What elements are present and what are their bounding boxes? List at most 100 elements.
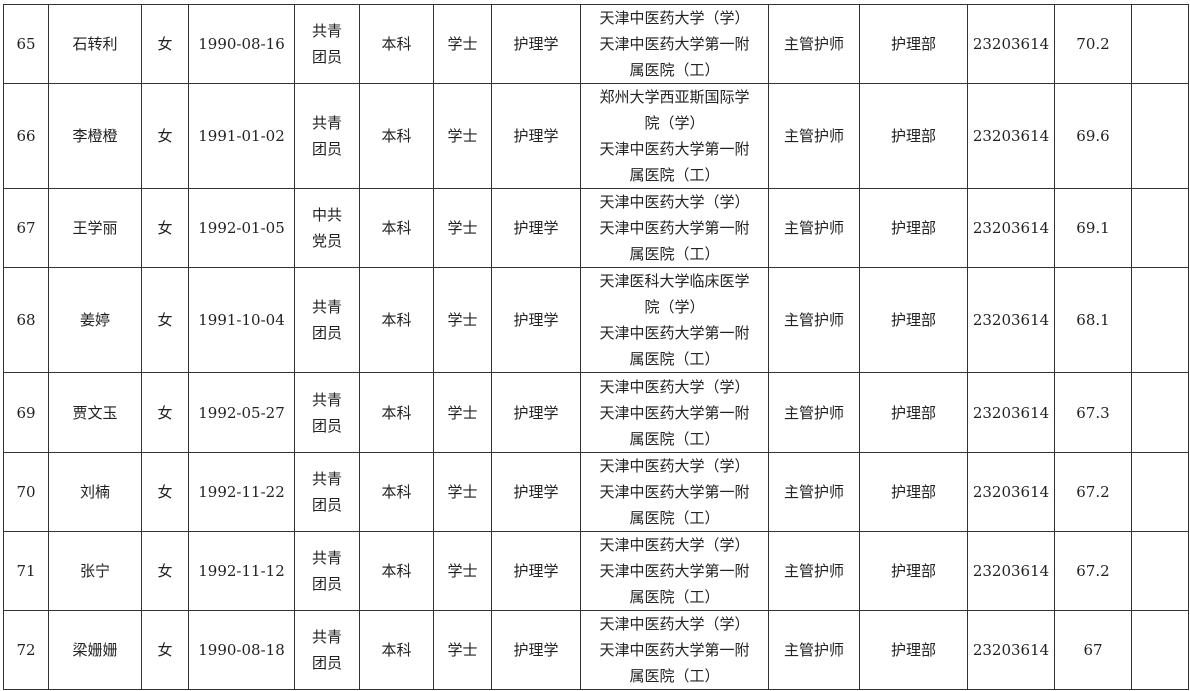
dob-cell: 1991-01-02: [188, 83, 295, 189]
school-cell-line: 属医院（工）: [629, 245, 720, 263]
score-cell: 70.2: [1054, 4, 1132, 84]
gender-cell: 女: [141, 188, 189, 268]
major-cell: 护理学: [491, 452, 581, 532]
party-cell-line: 共青: [311, 298, 342, 316]
degree-cell: 学士: [433, 610, 492, 690]
table-row: 68 姜婷女 1991-10-04 共青 团员 本科 学士 护理学 天津医科大学临床医学 院（学）…: [3, 267, 1189, 373]
seq-cell: 67: [3, 188, 49, 268]
table-row: 72 梁姗姗女 1990-08-18 共青 团员 本科 学士 护理学 天津中医药大学（学） 天津中…: [3, 610, 1189, 690]
table-row: 67 王学丽女 1992-01-05 中共 党员 本科 学士 护理学 天津中医药大学（学） 天津中…: [3, 188, 1189, 268]
degree-cell: 学士: [433, 531, 492, 611]
remark-cell: [1131, 452, 1189, 532]
school-cell-line: 天津中医药大学第一附: [599, 324, 750, 342]
seq-cell: 70: [3, 452, 49, 532]
position-code-cell: 23203614: [967, 4, 1055, 84]
school-cell: 天津中医药大学（学） 天津中医药大学第一附 属医院（工）: [580, 610, 769, 690]
degree-cell: 学士: [433, 372, 492, 453]
dob-cell: 1990-08-16: [188, 4, 295, 84]
school-cell: 郑州大学西亚斯国际学 院（学） 天津中医药大学第一附 属医院（工）: [580, 83, 769, 189]
party-cell-line: 团员: [311, 496, 342, 514]
major-cell: 护理学: [491, 188, 581, 268]
education-cell: 本科: [359, 83, 434, 189]
school-cell-line: 天津中医药大学（学）: [599, 457, 750, 475]
name-cell: 刘楠: [48, 452, 142, 532]
school-cell-line: 郑州大学西亚斯国际学: [599, 88, 750, 106]
dob-cell: 1992-11-12: [188, 531, 295, 611]
department-cell: 护理部: [859, 267, 968, 373]
seq-cell: 68: [3, 267, 49, 373]
party-cell-line: 中共: [311, 206, 342, 224]
score-cell: 67.3: [1054, 372, 1132, 453]
party-cell: 共青 团员: [294, 4, 360, 84]
department-cell: 护理部: [859, 188, 968, 268]
school-cell-line: 天津医科大学临床医学: [599, 272, 750, 290]
party-cell-line: 团员: [311, 416, 342, 435]
gender-cell: 女: [141, 4, 189, 84]
position-code-cell: 23203614: [967, 452, 1055, 532]
name-cell: 石转利: [48, 4, 142, 84]
table-row: 65 石转利女 1990-08-16 共青 团员 本科 学士 护理学 天津中医药大学（学） 天津中…: [3, 4, 1189, 84]
position-code-cell: 23203614: [967, 372, 1055, 453]
department-cell: 护理部: [859, 4, 968, 84]
school-cell-line: 属医院（工）: [629, 509, 720, 527]
school-cell-line: 属医院（工）: [629, 166, 720, 184]
gender-cell: 女: [141, 452, 189, 532]
school-cell-line: 天津中医药大学（学）: [599, 615, 750, 633]
dob-cell: 1992-01-05: [188, 188, 295, 268]
seq-cell: 71: [3, 531, 49, 611]
school-cell-line: 属医院（工）: [629, 429, 720, 448]
school-cell-line: 天津中医药大学（学）: [599, 193, 750, 211]
party-cell-line: 团员: [311, 654, 342, 672]
dob-cell: 1992-11-22: [188, 452, 295, 532]
title-cell: 主管护师: [768, 83, 860, 189]
school-cell: 天津中医药大学（学） 天津中医药大学第一附 属医院（工）: [580, 531, 769, 611]
position-code-cell: 23203614: [967, 531, 1055, 611]
remark-cell: [1131, 610, 1189, 690]
school-cell-line: 天津中医药大学第一附: [599, 403, 750, 422]
degree-cell: 学士: [433, 188, 492, 268]
school-cell-line: 天津中医药大学（学）: [599, 536, 750, 554]
department-cell: 护理部: [859, 372, 968, 453]
education-cell: 本科: [359, 188, 434, 268]
degree-cell: 学士: [433, 267, 492, 373]
school-cell: 天津中医药大学（学） 天津中医药大学第一附 属医院（工）: [580, 4, 769, 84]
position-code-cell: 23203614: [967, 83, 1055, 189]
department-cell: 护理部: [859, 83, 968, 189]
remark-cell: [1131, 267, 1189, 373]
remark-cell: [1131, 188, 1189, 268]
name-cell: 姜婷: [48, 267, 142, 373]
school-cell: 天津医科大学临床医学 院（学） 天津中医药大学第一附 属医院（工）: [580, 267, 769, 373]
title-cell: 主管护师: [768, 610, 860, 690]
school-cell-line: 院（学）: [644, 114, 705, 132]
education-cell: 本科: [359, 531, 434, 611]
score-cell: 67: [1054, 610, 1132, 690]
party-cell-line: 共青: [311, 628, 342, 646]
party-cell: 共青 团员: [294, 267, 360, 373]
title-cell: 主管护师: [768, 267, 860, 373]
score-cell: 68.1: [1054, 267, 1132, 373]
title-cell: 主管护师: [768, 4, 860, 84]
party-cell-line: 共青: [311, 114, 342, 132]
name-cell: 张宁: [48, 531, 142, 611]
gender-cell: 女: [141, 610, 189, 690]
dob-cell: 1990-08-18: [188, 610, 295, 690]
gender-cell: 女: [141, 83, 189, 189]
candidate-table: 65 石转利女 1990-08-16 共青 团员 本科 学士 护理学 天津中医药大学（学） 天津中…: [3, 4, 1189, 690]
gender-cell: 女: [141, 531, 189, 611]
gender-cell: 女: [141, 267, 189, 373]
party-cell-line: 共青: [311, 22, 342, 40]
school-cell-line: 天津中医药大学第一附: [599, 562, 750, 580]
name-cell: 贾文玉: [48, 372, 142, 453]
party-cell-line: 团员: [311, 48, 342, 66]
education-cell: 本科: [359, 452, 434, 532]
remark-cell: [1131, 4, 1189, 84]
school-cell-line: 属医院（工）: [629, 61, 720, 79]
name-cell: 梁姗姗: [48, 610, 142, 690]
gender-cell: 女: [141, 372, 189, 453]
party-cell: 共青 团员: [294, 372, 360, 453]
dob-cell: 1992-05-27: [188, 372, 295, 453]
school-cell-line: 天津中医药大学第一附: [599, 483, 750, 501]
name-cell: 王学丽: [48, 188, 142, 268]
title-cell: 主管护师: [768, 188, 860, 268]
title-cell: 主管护师: [768, 452, 860, 532]
